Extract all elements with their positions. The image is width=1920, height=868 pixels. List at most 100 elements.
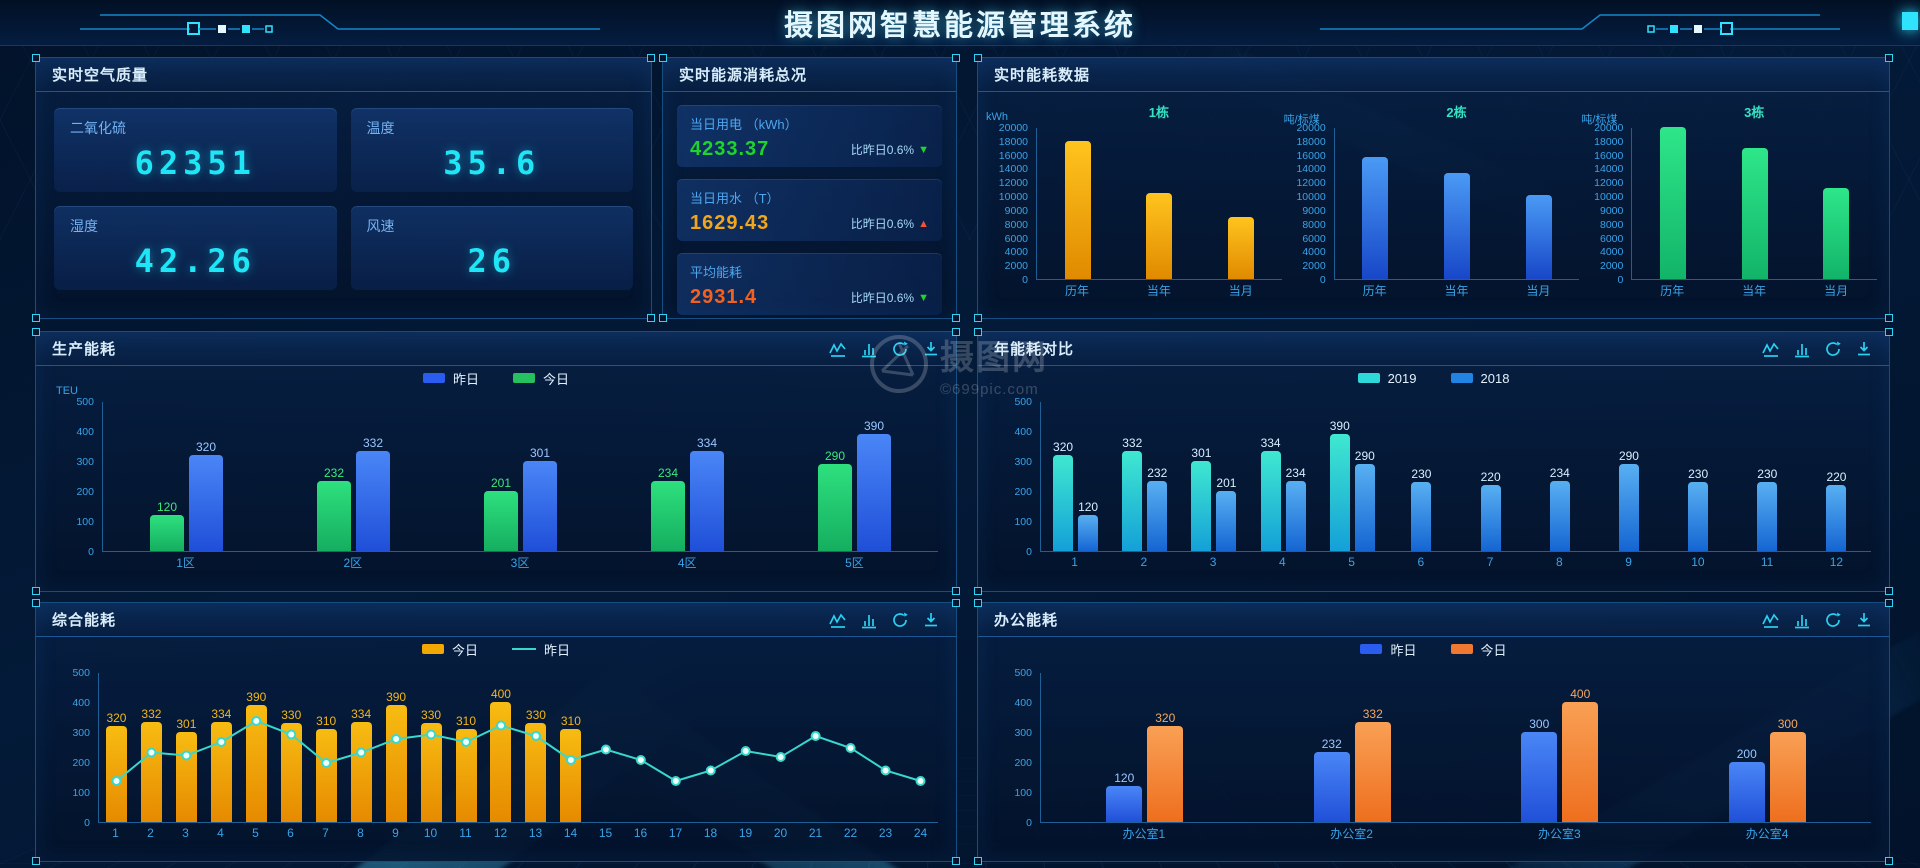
refresh-icon[interactable]	[891, 340, 909, 358]
bar-chart-icon[interactable]	[1793, 340, 1811, 358]
plot-area	[1333, 128, 1580, 280]
bar-chart-icon[interactable]	[860, 611, 878, 629]
legend-label: 今日	[543, 371, 570, 387]
overview-label: 当日用水 （T）	[690, 191, 780, 206]
y-tick: 4000	[1599, 246, 1624, 259]
bar	[1147, 481, 1168, 551]
x-tick: 2	[1140, 555, 1148, 569]
legend-item[interactable]: 昨日	[1360, 640, 1417, 659]
bar-group: 230	[1664, 402, 1733, 551]
x-tick: 4区	[677, 555, 697, 570]
bar-group	[833, 673, 868, 822]
bar-group: 400	[483, 673, 518, 822]
bar-chart-icon[interactable]	[860, 340, 878, 358]
overview-compare: 比昨日0.6%	[850, 291, 915, 305]
bar-value-label: 332	[362, 436, 384, 450]
bar	[490, 702, 512, 822]
line-chart-icon[interactable]	[829, 611, 847, 629]
refresh-icon[interactable]	[891, 611, 909, 629]
bar	[317, 481, 351, 551]
line-chart-icon[interactable]	[829, 340, 847, 358]
air-card-value: 42.26	[134, 242, 256, 280]
refresh-icon[interactable]	[1824, 611, 1842, 629]
bar	[1728, 762, 1765, 822]
air-card-value: 35.6	[443, 144, 541, 182]
bar-value-label: 301	[176, 717, 197, 731]
x-tick: 11	[459, 826, 472, 840]
y-tick: 500	[72, 667, 90, 679]
legend-item[interactable]: 今日	[1450, 640, 1507, 659]
bar	[210, 722, 232, 822]
legend-swatch	[512, 648, 536, 650]
legend-label: 今日	[1480, 642, 1507, 658]
bar	[189, 455, 223, 551]
plot-area	[1036, 128, 1282, 280]
y-tick: 18000	[1594, 135, 1624, 148]
bar	[818, 464, 852, 551]
bar	[140, 722, 162, 822]
overview-label: 当日用电 （kWh）	[690, 117, 798, 132]
y-tick: 400	[1014, 426, 1032, 438]
x-tick: 12	[493, 826, 508, 840]
bar-value-label: 390	[1329, 419, 1350, 433]
legend-item[interactable]: 2019	[1357, 371, 1417, 386]
refresh-icon[interactable]	[1824, 340, 1842, 358]
legend-item[interactable]: 昨日	[512, 640, 570, 659]
y-tick: 100	[72, 787, 90, 799]
trend-down-icon: ▼	[918, 143, 929, 156]
x-tick: 8	[1556, 555, 1563, 569]
plot-area: 320 332 301 334 390 330 310 334 390 330 310 400 330 3…	[98, 673, 938, 823]
legend-item[interactable]: 昨日	[422, 369, 479, 388]
legend-swatch	[1450, 644, 1473, 654]
panel-production-energy: 生产能耗 昨日 今日 TEU 0 100 200 300 400 500 120 320 232 332…	[32, 328, 960, 595]
y-tick: 4000	[1302, 246, 1326, 259]
bar-group: 230	[1387, 402, 1456, 551]
download-icon[interactable]	[922, 340, 940, 358]
legend-item[interactable]: 今日	[421, 640, 478, 659]
bar-value-label: 120	[156, 500, 178, 514]
download-icon[interactable]	[1855, 340, 1873, 358]
overview-compare: 比昨日0.6%	[850, 143, 915, 157]
bar-chart-icon[interactable]	[1793, 611, 1811, 629]
panel-header: 实时空气质量	[36, 58, 651, 92]
y-tick: 9000	[1599, 204, 1624, 217]
download-icon[interactable]	[1855, 611, 1873, 629]
bar-value-label: 220	[1480, 470, 1501, 484]
x-tick: 8	[357, 826, 364, 840]
bar-group: 290	[1594, 402, 1663, 551]
bar	[385, 705, 407, 822]
overview-compare: 比昨日0.6%	[850, 217, 915, 231]
bar-group: 120 320	[103, 402, 270, 551]
y-tick: 12000	[1296, 177, 1326, 190]
bar-value-label: 290	[1618, 449, 1639, 463]
y-tick: 20000	[998, 122, 1028, 134]
x-tick: 1	[1071, 555, 1078, 569]
line-chart-icon[interactable]	[1762, 340, 1780, 358]
bar	[1480, 485, 1501, 551]
download-icon[interactable]	[922, 611, 940, 629]
bar-group: 234	[1525, 402, 1594, 551]
y-tick: 16000	[1296, 149, 1326, 162]
x-tick: 16	[633, 826, 648, 840]
x-tick: 3	[1209, 555, 1217, 569]
bar	[1216, 491, 1237, 551]
y-tick: 200	[1014, 486, 1032, 498]
line-chart-icon[interactable]	[1762, 611, 1780, 629]
bar-value-label: 232	[1147, 466, 1168, 480]
panel-yearly-comparison: 年能耗对比 2019 2018 0 100 200 300 400 500 320 120 332 2…	[974, 328, 1893, 595]
bar-group	[903, 673, 938, 822]
bar-value-label: 320	[1053, 440, 1074, 454]
overview-item-water: 当日用水 （T） 1629.43 比昨日0.6% ▲	[677, 179, 942, 241]
air-card-wind: 风速 26	[350, 206, 633, 290]
y-tick: 18000	[998, 135, 1028, 148]
header-circuit-right	[1320, 14, 1840, 35]
bar	[175, 732, 197, 822]
legend-item[interactable]: 今日	[513, 369, 569, 388]
bar	[1757, 482, 1778, 551]
bar-group	[1498, 128, 1580, 279]
legend-item[interactable]: 2018	[1450, 371, 1509, 386]
chart-title: 1栋	[1148, 105, 1169, 120]
y-tick: 0	[1319, 274, 1326, 286]
bar-value-label: 230	[1411, 467, 1432, 481]
bar	[1660, 127, 1687, 279]
